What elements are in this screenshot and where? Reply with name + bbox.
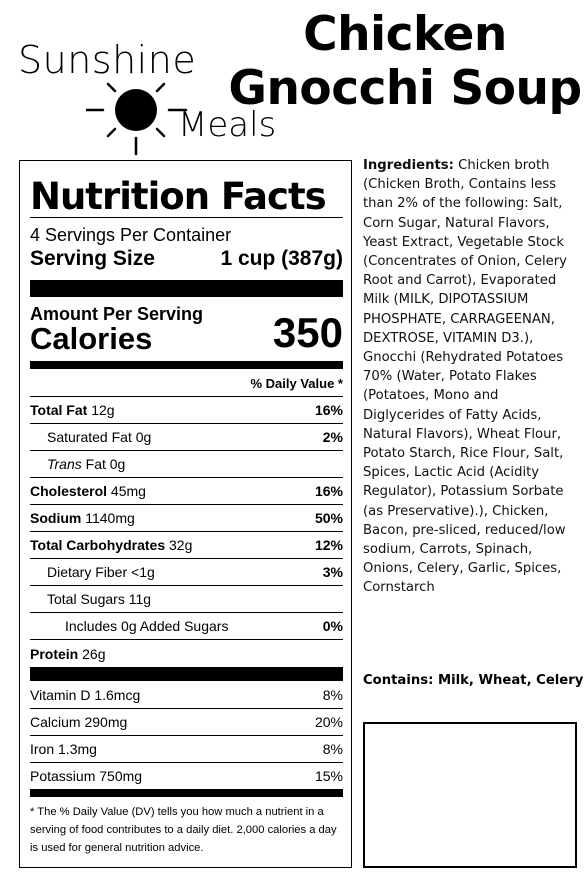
nutrient-dv: 20% xyxy=(314,714,343,730)
nutrient-amount: 12g xyxy=(91,402,115,418)
divider-thick xyxy=(30,361,343,369)
nutrient-amount: 0g xyxy=(109,456,126,472)
nutrient-row-total-fat: Total Fat 12g 16% xyxy=(30,396,343,423)
divider-thick xyxy=(30,280,343,297)
serving-size-value: 1 cup (387g) xyxy=(220,247,343,270)
vitamin-row-calcium: Calcium 290mg 20% xyxy=(30,708,343,735)
nutrient-amount: 290mg xyxy=(84,714,128,730)
ingredients-label: Ingredients: xyxy=(363,158,454,173)
nutrient-name: Potassium xyxy=(30,768,96,784)
brand-logo: Sunshine Meals xyxy=(16,38,276,160)
nutrient-name: Saturated Fat xyxy=(47,429,132,445)
nutrient-name-italic: Trans xyxy=(47,456,82,472)
nutrient-dv: 16% xyxy=(314,483,343,499)
product-title-line2: Gnocchi Soup xyxy=(228,61,582,116)
nutrient-name: Iron xyxy=(30,741,55,757)
calories-value: 350 xyxy=(272,309,343,356)
brand-name-line2: Meals xyxy=(178,105,277,145)
nutrient-row-total-carbohydrates: Total Carbohydrates 32g 12% xyxy=(30,531,343,558)
nutrient-amount: 26g xyxy=(82,645,106,662)
serving-size-label: Serving Size xyxy=(30,247,155,270)
nutrient-dv: 8% xyxy=(322,741,343,757)
divider-thick xyxy=(30,789,343,797)
ingredients-list: Chicken broth (Chicken Broth, Contains l… xyxy=(363,158,567,596)
nutrient-name: Total Fat xyxy=(30,402,88,418)
product-title: Chicken Gnocchi Soup xyxy=(224,8,586,116)
product-title-line1: Chicken xyxy=(303,7,507,62)
nutrient-name: Vitamin D xyxy=(30,686,91,703)
nutrient-row-saturated-fat: Saturated Fat 0g 2% xyxy=(30,423,343,450)
nutrient-dv: 50% xyxy=(314,510,343,526)
nutrient-amount: 1140mg xyxy=(85,510,135,526)
nutrient-amount: 0g xyxy=(135,429,152,445)
nutrient-dv: 2% xyxy=(322,429,343,445)
nutrient-amount: 1.3mg xyxy=(58,741,97,757)
nutrient-amount: <1g xyxy=(131,564,155,580)
divider-thick xyxy=(30,667,343,681)
nutrition-facts-heading: Nutrition Facts xyxy=(30,175,327,218)
nutrient-name: Protein xyxy=(30,645,79,662)
daily-value-header: % Daily Value * xyxy=(250,376,344,391)
nutrition-facts-panel: Nutrition Facts 4 Servings Per Container… xyxy=(19,160,352,868)
nutrient-amount: 750mg xyxy=(99,768,143,784)
nutrient-amount: 45mg xyxy=(110,483,146,499)
nutrient-dv: 15% xyxy=(314,768,343,784)
nutrient-amount: 32g xyxy=(169,537,193,553)
calories-label: Calories xyxy=(30,321,153,356)
barcode-placeholder xyxy=(363,722,577,868)
nutrient-row-cholesterol: Cholesterol 45mg 16% xyxy=(30,477,343,504)
daily-value-footnote: * The % Daily Value (DV) tells you how m… xyxy=(30,806,337,854)
nutrient-dv: 8% xyxy=(322,686,343,703)
nutrient-dv: 0% xyxy=(322,618,343,634)
allergen-statement: Contains: Milk, Wheat, Celery xyxy=(363,673,584,688)
sun-icon xyxy=(86,82,188,156)
servings-per-container: 4 Servings Per Container xyxy=(30,225,232,245)
nutrient-row-protein: Protein 26g xyxy=(30,639,343,667)
nutrient-dv: 3% xyxy=(322,564,343,580)
nutrient-row-dietary-fiber: Dietary Fiber <1g 3% xyxy=(30,558,343,585)
nutrient-name: Cholesterol xyxy=(30,483,108,499)
serving-size-row: Serving Size 1 cup (387g) xyxy=(30,246,343,272)
vitamin-row-potassium: Potassium 750mg 15% xyxy=(30,762,343,789)
nutrient-row-added-sugars: Includes 0g Added Sugars 0% xyxy=(30,612,343,639)
ingredients-text: Ingredients: Chicken broth (Chicken Brot… xyxy=(363,156,581,598)
nutrient-row-trans-fat: Trans Fat 0g xyxy=(30,450,343,477)
nutrient-name: Calcium xyxy=(30,714,81,730)
divider xyxy=(30,217,343,218)
nutrient-name: Fat xyxy=(85,456,106,472)
nutrient-amount: 11g xyxy=(128,591,152,607)
nutrient-name: Total Sugars xyxy=(47,591,125,607)
nutrient-row-total-sugars: Total Sugars 11g xyxy=(30,585,343,612)
nutrient-name: Includes 0g Added Sugars xyxy=(65,618,229,634)
brand-name-line1: Sunshine xyxy=(18,38,197,82)
nutrient-row-sodium: Sodium 1140mg 50% xyxy=(30,504,343,531)
nutrient-name: Total Carbohydrates xyxy=(30,537,166,553)
calories-row: Amount Per Serving Calories 350 xyxy=(30,301,343,355)
nutrient-dv: 16% xyxy=(314,402,343,418)
vitamin-row-vitamin-d: Vitamin D 1.6mcg 8% xyxy=(30,681,343,708)
nutrient-name: Sodium xyxy=(30,510,82,526)
amount-per-serving-label: Amount Per Serving xyxy=(30,304,204,324)
nutrient-amount: 1.6mcg xyxy=(94,686,141,703)
vitamin-row-iron: Iron 1.3mg 8% xyxy=(30,735,343,762)
nutrient-dv: 12% xyxy=(314,537,343,553)
nutrient-name: Dietary Fiber xyxy=(47,564,128,580)
